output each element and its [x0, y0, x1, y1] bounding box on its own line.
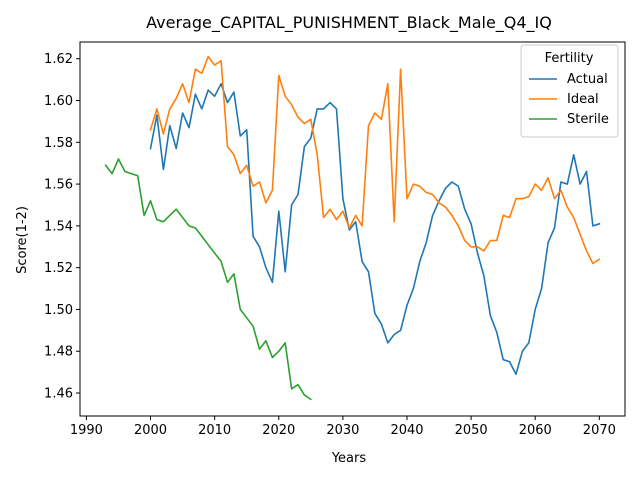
- y-tick-label: 1.62: [44, 52, 73, 67]
- x-axis-label: Years: [331, 451, 367, 466]
- y-tick-label: 1.58: [44, 136, 73, 151]
- x-tick-label: 2020: [262, 423, 295, 438]
- y-axis-ticks: 1.46 1.48 1.50 1.52 1.54 1.56 1.58 1.60 1.62: [44, 52, 80, 402]
- x-axis-ticks: 1990 2000 2010 2020 2030 2040 2050 2060 2070: [70, 416, 616, 438]
- x-tick-label: 2030: [326, 423, 359, 438]
- legend-items: Actual Ideal Sterile: [529, 72, 609, 127]
- legend: Fertility Actual Ideal Sterile: [520, 44, 619, 138]
- series-line-sterile: [104, 158, 312, 401]
- x-tick-label: 2050: [455, 423, 488, 438]
- legend-box: [520, 44, 619, 138]
- x-tick-label: 2000: [134, 423, 167, 438]
- x-tick-label: 1990: [70, 423, 103, 438]
- x-tick-label: 2010: [198, 423, 231, 438]
- y-axis-label: Score(1-2): [15, 206, 30, 274]
- y-tick-label: 1.46: [44, 387, 73, 402]
- legend-title: Fertility: [545, 51, 594, 66]
- legend-label-sterile: Sterile: [567, 112, 609, 127]
- y-tick-label: 1.52: [44, 261, 73, 276]
- y-tick-label: 1.54: [44, 219, 73, 234]
- legend-label-actual: Actual: [567, 72, 608, 87]
- y-tick-label: 1.48: [44, 345, 73, 360]
- series-layer: [104, 55, 601, 401]
- x-tick-label: 2040: [390, 423, 423, 438]
- legend-label-ideal: Ideal: [567, 92, 599, 107]
- series-line-actual: [149, 83, 601, 376]
- x-tick-label: 2060: [519, 423, 552, 438]
- y-tick-label: 1.50: [44, 303, 73, 318]
- x-tick-label: 2070: [583, 423, 616, 438]
- plot-frame: [79, 41, 626, 417]
- series-line-ideal: [149, 55, 601, 265]
- chart-title: Average_CAPITAL_PUNISHMENT_Black_Male_Q4…: [146, 13, 552, 33]
- y-tick-label: 1.56: [44, 178, 73, 193]
- y-tick-label: 1.60: [44, 94, 73, 109]
